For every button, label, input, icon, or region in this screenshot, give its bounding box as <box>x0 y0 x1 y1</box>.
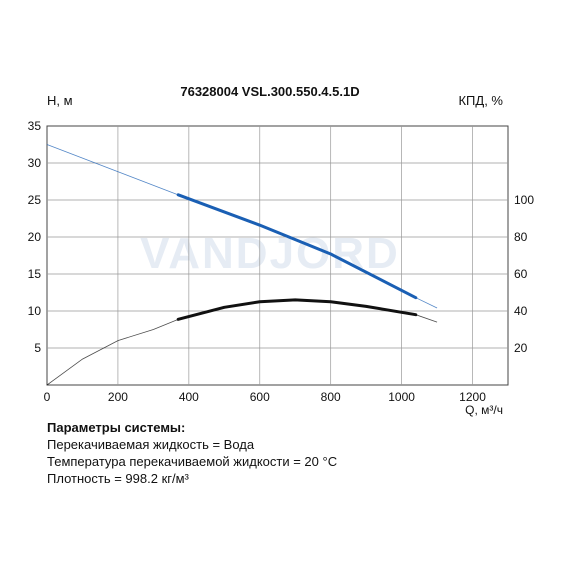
curve-operating-head <box>176 193 418 300</box>
y2-tick-label: 60 <box>514 267 528 281</box>
y2-axis-label: КПД, % <box>458 93 503 108</box>
curve-thin-head <box>46 144 438 309</box>
x-tick-label: 600 <box>250 390 270 404</box>
tick-labels: 0 200 400 600 800 1000 1200 5 10 15 20 25 30 35 20 40 60… <box>28 119 535 404</box>
x-axis-label: Q, м³/ч <box>465 403 503 417</box>
curves <box>46 144 438 386</box>
y2-tick-label: 100 <box>514 193 534 207</box>
plot-frame <box>46 125 509 386</box>
x-tick-label: 0 <box>44 390 51 404</box>
x-tick-label: 1000 <box>388 390 415 404</box>
chart-title: 76328004 VSL.300.550.4.5.1D <box>180 84 359 99</box>
y-tick-label: 30 <box>28 156 42 170</box>
x-tick-label: 200 <box>108 390 128 404</box>
y2-tick-label: 80 <box>514 230 528 244</box>
y-tick-label: 25 <box>28 193 42 207</box>
y-tick-label: 20 <box>28 230 42 244</box>
y2-tick-label: 20 <box>514 341 528 355</box>
y-axis-label: H, м <box>47 93 73 108</box>
liquid-param: Перекачиваемая жидкость = Вода <box>47 437 255 452</box>
system-parameters: Параметры системы: Перекачиваемая жидкос… <box>47 419 337 487</box>
density-param: Плотность = 998.2 кг/м³ <box>47 471 189 486</box>
y-tick-label: 5 <box>34 341 41 355</box>
y-tick-label: 15 <box>28 267 42 281</box>
y2-tick-label: 40 <box>514 304 528 318</box>
system-parameters-header: Параметры системы: <box>47 420 186 435</box>
curve-operating-efficiency <box>176 298 418 321</box>
curve-thin-efficiency <box>46 299 438 386</box>
x-tick-label: 1200 <box>459 390 486 404</box>
grid <box>46 125 509 386</box>
y-tick-label: 35 <box>28 119 42 133</box>
temperature-param: Температура перекачиваемой жидкости = 20… <box>47 454 338 469</box>
y-tick-label: 10 <box>28 304 42 318</box>
x-tick-label: 400 <box>179 390 199 404</box>
x-tick-label: 800 <box>321 390 341 404</box>
